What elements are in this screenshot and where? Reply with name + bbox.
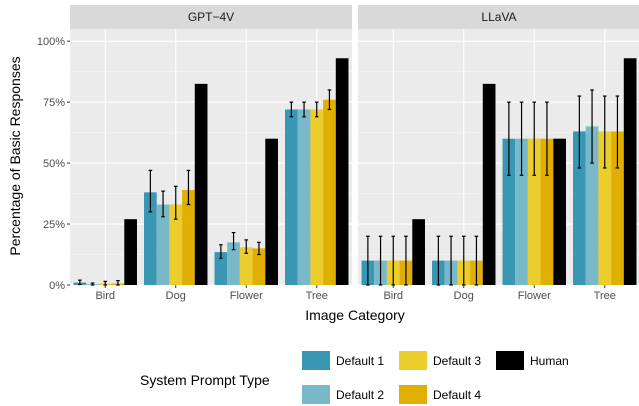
legend-label: Default 1 <box>336 354 384 368</box>
legend-item: Default 4 <box>399 385 481 404</box>
error-bar <box>219 244 223 259</box>
x-tick-label: Bird <box>95 290 115 302</box>
error-bar <box>436 235 441 286</box>
legend-item: Default 3 <box>399 351 481 370</box>
bar-human <box>553 138 566 285</box>
legend-title: System Prompt Type <box>140 372 270 388</box>
bar-default-4 <box>182 189 195 285</box>
legend-label: Default 4 <box>433 388 481 402</box>
y-tick-label: 0% <box>49 280 65 292</box>
legend-item: Default 2 <box>302 385 384 404</box>
error-bar <box>116 280 120 286</box>
y-tick-label: 75% <box>43 97 65 109</box>
legend-swatch <box>496 351 524 370</box>
panel-strip-label: LLaVA <box>481 10 516 24</box>
bar-default-1 <box>285 109 298 285</box>
error-bar <box>366 235 370 286</box>
bar-human <box>412 219 425 285</box>
bar-default-2 <box>227 242 240 285</box>
legend: System Prompt Type Default 1 Default 2 Def… <box>140 351 569 404</box>
error-bar <box>289 101 294 118</box>
legend-label: Default 3 <box>433 354 481 368</box>
chart-panels: GPT−4V Bird Dog Flower Tree 0% 25% 50% 75% 100% LL… <box>37 5 639 302</box>
bar-default-4 <box>611 131 624 285</box>
bar-default-1 <box>502 138 516 285</box>
panel-strip-label: GPT−4V <box>188 10 234 24</box>
x-axis-title: Image Category <box>305 307 405 323</box>
x-tick-label: Dog <box>166 290 186 302</box>
bar-human <box>623 58 637 285</box>
bar-human <box>482 83 496 285</box>
error-bar <box>161 190 165 218</box>
legend-swatch <box>399 385 427 404</box>
legend-swatch <box>302 351 330 370</box>
bar-default-1 <box>573 131 586 285</box>
error-bar <box>590 89 594 164</box>
error-bar <box>231 231 236 251</box>
y-axis-title-group: Percentage of Basic Responses <box>7 56 23 255</box>
error-bar <box>615 95 620 169</box>
bar-default-1 <box>214 252 228 285</box>
bar-human <box>335 58 349 285</box>
legend-swatch <box>399 351 427 370</box>
panel-strip <box>358 5 639 29</box>
error-bar <box>532 101 537 176</box>
error-bar <box>577 95 582 169</box>
bar-default-3 <box>527 138 541 285</box>
y-tick-label: 50% <box>43 158 65 170</box>
bar-default-3 <box>169 204 183 285</box>
panel-0: GPT−4V Bird Dog Flower Tree 0% 25% 50% 75% 100% <box>37 5 352 302</box>
error-bar <box>302 101 306 118</box>
bar-default-1 <box>144 192 157 285</box>
error-bar <box>545 101 549 176</box>
error-bar <box>78 279 82 286</box>
error-bar <box>314 101 319 118</box>
error-bar <box>474 235 479 286</box>
bar-default-2 <box>297 109 311 285</box>
panel-strip <box>70 5 352 29</box>
bar-human <box>265 138 278 285</box>
y-tick-label: 100% <box>37 36 65 48</box>
bar-default-3 <box>239 247 253 285</box>
bar-default-3 <box>310 109 324 285</box>
bar-human <box>194 83 208 285</box>
error-bar <box>148 169 153 213</box>
x-tick-label: Flower <box>518 290 551 302</box>
error-bar <box>519 101 524 176</box>
bar-default-2 <box>585 126 599 286</box>
x-tick-label: Dog <box>454 290 474 302</box>
bar-default-4 <box>252 248 266 285</box>
error-bar <box>327 89 332 111</box>
panel-1: LLaVA Bird Dog Flower Tree <box>358 5 639 302</box>
y-axis-title: Percentage of Basic Responses <box>7 56 23 255</box>
x-tick-label: Tree <box>594 290 616 302</box>
legend-label: Default 2 <box>336 388 384 402</box>
error-bar <box>90 282 95 286</box>
legend-swatch <box>302 385 330 404</box>
legend-item: Default 1 <box>302 351 384 370</box>
x-tick-label: Tree <box>306 290 328 302</box>
error-bar <box>378 235 383 286</box>
bar-default-2 <box>156 204 170 285</box>
bar-human <box>124 219 137 285</box>
error-bar <box>186 169 191 206</box>
x-tick-label: Bird <box>383 290 403 302</box>
error-bar <box>602 95 607 169</box>
y-tick-label: 25% <box>43 219 65 231</box>
bar-default-2 <box>515 138 528 285</box>
error-bar <box>173 185 178 220</box>
error-bar <box>257 241 261 256</box>
legend-label: Human <box>530 354 569 368</box>
legend-item: Human <box>496 351 569 370</box>
bar-default-4 <box>323 99 336 285</box>
error-bar <box>449 235 453 286</box>
error-bar <box>244 239 249 254</box>
x-tick-label: Flower <box>230 290 263 302</box>
bar-default-3 <box>598 131 612 285</box>
bar-default-4 <box>540 138 554 285</box>
error-bar <box>404 235 408 286</box>
error-bar <box>507 101 511 176</box>
